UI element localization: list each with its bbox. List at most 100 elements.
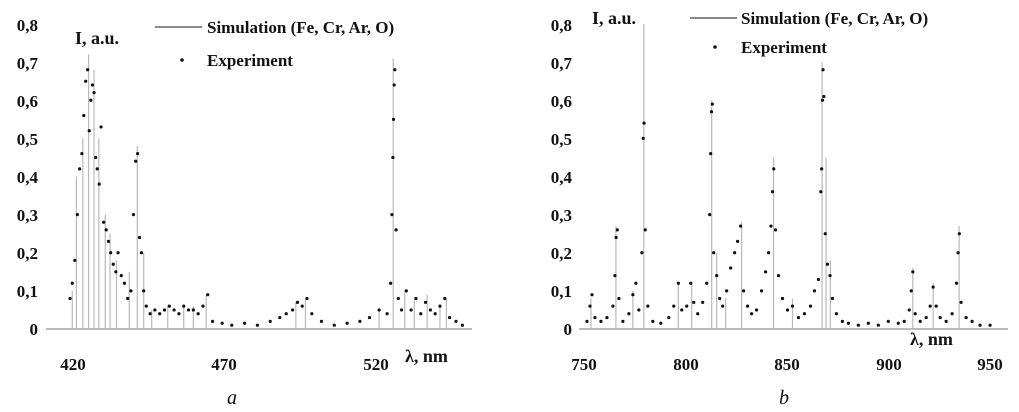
- panel-b-experiment-point: [909, 289, 913, 293]
- panel-b-experiment-point: [938, 315, 942, 320]
- panel-a-legend-dot-swatch: [180, 58, 184, 62]
- panel-b-experiment-point: [689, 281, 693, 285]
- panel-a-experiment-point: [201, 304, 205, 308]
- panel-b-experiment-point: [685, 304, 689, 308]
- panel-b-experiment-point: [759, 289, 764, 293]
- panel-a-experiment-point: [332, 323, 336, 327]
- panel-b-xtick-label: 900: [876, 355, 902, 374]
- panel-b-experiment-point: [585, 319, 589, 323]
- panel-b-experiment-point: [802, 312, 807, 316]
- panel-b-experiment-point: [978, 323, 982, 327]
- panel-a-experiment-point: [68, 296, 72, 301]
- panel-a-experiment-point: [92, 91, 96, 95]
- panel-b-experiment-point: [733, 251, 737, 255]
- panel-b-experiment-point: [621, 319, 625, 323]
- panel-a-experiment-point: [167, 304, 171, 308]
- panel-a-experiment-point: [447, 315, 452, 320]
- panel-a-experiment-point: [82, 113, 86, 118]
- panel-b-experiment-point: [627, 312, 631, 316]
- panel-b-ytick-label: 0,2: [551, 244, 572, 263]
- panel-b-experiment-point: [712, 251, 716, 255]
- panel-b-experiment-point: [902, 319, 906, 323]
- panel-b-experiment-point: [692, 300, 696, 304]
- panel-b-experiment-point: [957, 232, 961, 236]
- panel-b-experiment-point: [631, 293, 635, 297]
- panel-a-experiment-point: [393, 68, 397, 72]
- panel-b-experiment-point: [705, 281, 709, 285]
- panel-b-experiment-point: [988, 323, 992, 327]
- panel-b-experiment-point: [950, 312, 954, 316]
- panel-a-experiment-point: [291, 308, 295, 312]
- panel-b-experiment-point: [640, 251, 644, 255]
- panel-b-experiment-point: [709, 110, 714, 114]
- panel-b-legend-simulation: Simulation (Fe, Cr, Ar, O): [741, 9, 928, 28]
- panel-a-experiment-point: [126, 296, 130, 301]
- panel-a-experiment-point: [104, 228, 108, 232]
- panel-a-ytick-label: 0,4: [17, 168, 39, 187]
- panel-b-experiment-point: [772, 167, 776, 171]
- panel-b-experiment-point: [729, 266, 733, 270]
- panel-b-experiment-point: [954, 281, 959, 285]
- panel-b-experiment-point: [769, 224, 773, 228]
- panel-b-experiment-point: [911, 270, 915, 274]
- panel-a-experiment-point: [90, 83, 95, 87]
- panel-b-experiment-point: [721, 304, 725, 308]
- panel-b-experiment-point: [944, 319, 948, 323]
- panel-a-experiment-point: [389, 281, 393, 285]
- panel-a-ytick-label: 0: [30, 320, 39, 339]
- panel-a-ytick-label: 0,3: [17, 206, 38, 225]
- panel-a-experiment-point: [153, 308, 157, 312]
- panel-b-experiment-point: [928, 304, 932, 308]
- panel-b-y-axis-title: I, a.u.: [592, 8, 636, 28]
- panel-b-experiment-point: [766, 251, 771, 255]
- panel-a-experiment-point: [454, 319, 458, 323]
- panel-a-experiment-point: [78, 167, 82, 171]
- panel-b-ytick-label: 0,5: [551, 130, 572, 149]
- panel-a-experiment-point: [443, 296, 447, 301]
- panel-a-experiment-point: [300, 304, 304, 308]
- panel-b-experiment-point: [780, 296, 785, 301]
- panel-b-experiment-point: [613, 274, 617, 278]
- panel-b-experiment-point: [812, 289, 817, 293]
- panel-b-experiment-point: [659, 321, 663, 325]
- panel-b-experiment-point: [710, 102, 714, 106]
- panel-b-x-axis-title: λ, nm: [910, 329, 953, 349]
- panel-a-experiment-point: [278, 315, 282, 320]
- panel-b-xtick-label: 750: [571, 355, 597, 374]
- panel-b-experiment-point: [913, 312, 917, 316]
- panel-a-experiment-point: [391, 117, 396, 121]
- panel-b-experiment-point: [776, 274, 781, 278]
- panel-b-experiment-point: [742, 289, 746, 293]
- panel-a-experiment-point: [206, 293, 210, 297]
- panel-b-experiment-point: [770, 190, 775, 194]
- panel-b-experiment-point: [634, 281, 638, 285]
- panel-a-experiment-point: [295, 300, 300, 304]
- panel-b-experiment-point: [970, 319, 974, 323]
- panel-b-ytick-label: 0,7: [551, 54, 573, 73]
- panel-b-experiment-point: [593, 315, 597, 320]
- panel-a-experiment-point: [391, 155, 395, 160]
- panel-a-experiment-point: [142, 289, 146, 293]
- panel-a-experiment-point: [460, 323, 464, 327]
- panel-b-experiment-point: [896, 321, 900, 325]
- panel-a-experiment-point: [419, 312, 423, 316]
- panel-b-experiment-point: [823, 232, 827, 236]
- panel-a-ytick-label: 0,6: [17, 92, 38, 111]
- panel-a-experiment-point: [345, 321, 349, 325]
- panel-a-experiment-point: [414, 296, 418, 301]
- panel-b-experiment-point: [959, 300, 963, 304]
- panel-a-plot-area: [46, 54, 472, 330]
- panel-b-experiment-point: [820, 167, 824, 171]
- panel-a-experiment-point: [73, 258, 77, 262]
- panel-b-experiment-point: [641, 136, 645, 140]
- panel-a-experiment-point: [109, 251, 113, 255]
- panel-b-experiment-point: [816, 277, 821, 282]
- panel-b-experiment-point: [715, 274, 719, 278]
- panel-b-experiment-point: [739, 224, 743, 228]
- panel-b-legend-dot-swatch: [713, 45, 717, 49]
- panel-a-experiment-point: [319, 319, 324, 323]
- panel-a-experiment-point: [86, 68, 90, 72]
- panel-b-experiment-point: [796, 315, 801, 320]
- panel-a-experiment-point: [390, 213, 394, 217]
